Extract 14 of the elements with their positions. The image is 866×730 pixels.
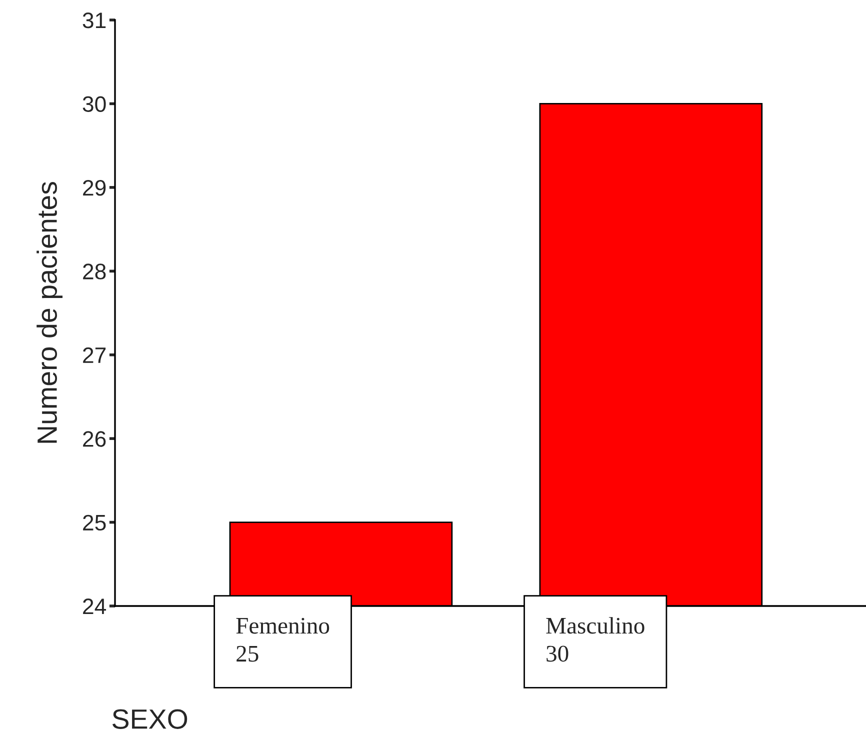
y-tick-label: 29 [83, 180, 106, 196]
data-label: 30 [546, 646, 568, 662]
data-label: 25 [236, 646, 258, 662]
y-tick-label: 28 [83, 264, 106, 280]
y-tick-label: 25 [83, 514, 106, 531]
y-axis-title: Numero de pacientes [36, 182, 63, 443]
y-tick-label: 26 [83, 431, 106, 447]
y-tick-label: 30 [82, 96, 106, 112]
x-tick-label: Femenino [236, 618, 330, 634]
y-tick-label: 27 [83, 347, 106, 363]
y-tick-label: 24 [83, 598, 106, 614]
y-tick-label: 31 [82, 12, 106, 28]
x-axis-title: SEXO [112, 709, 188, 729]
x-tick-label: Masculino [546, 617, 644, 634]
